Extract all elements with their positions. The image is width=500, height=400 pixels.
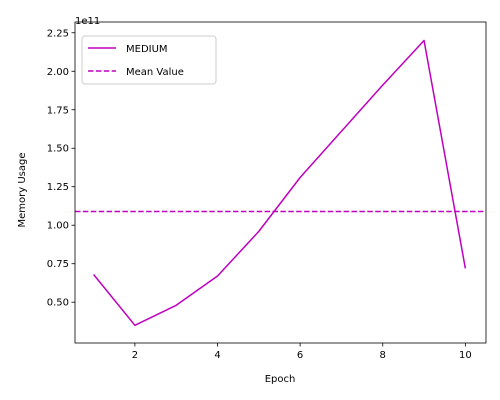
x-tick-label: 6 — [297, 350, 303, 361]
x-tick-label: 8 — [380, 350, 386, 361]
legend-label-medium: MEDIUM — [126, 44, 168, 55]
y-tick-label: 1.25 — [47, 182, 69, 193]
y-tick-label: 0.50 — [47, 298, 69, 309]
y-tick-label: 1.75 — [47, 105, 69, 116]
axes-frame — [74, 21, 487, 344]
y-tick-label: 2.00 — [47, 67, 69, 78]
legend-label-mean-value: Mean Value — [126, 67, 184, 78]
plot-area — [75, 39, 486, 327]
x-tick-label: 2 — [132, 350, 138, 361]
y-tick-label: 0.75 — [47, 259, 69, 270]
legend: MEDIUM Mean Value — [81, 35, 217, 85]
y-tick-label: 1.50 — [47, 144, 69, 155]
y-tick-label: 1.00 — [47, 221, 69, 232]
x-tick-label: 10 — [459, 350, 472, 361]
y-axis-offset-label: 1e11 — [75, 16, 100, 27]
axes: 2 4 6 8 10 0.50 0.75 1.00 1.25 1.50 1.75 2.00 2.25 — [47, 21, 487, 361]
series-line-medium — [93, 39, 467, 327]
x-axis-label: Epoch — [265, 374, 296, 385]
y-axis-label: Memory Usage — [17, 152, 28, 227]
y-tick-label: 2.25 — [47, 28, 69, 39]
x-tick-label: 4 — [214, 350, 220, 361]
